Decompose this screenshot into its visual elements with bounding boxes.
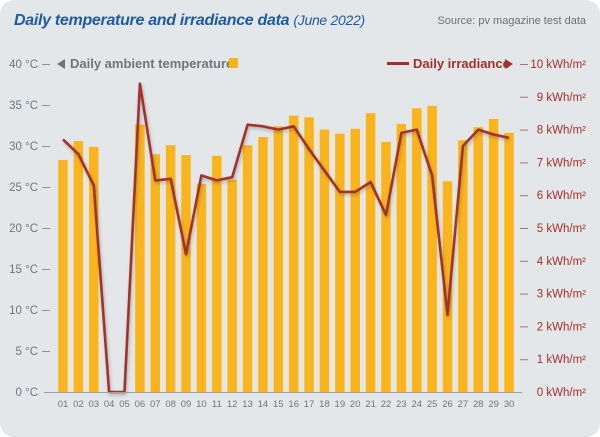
temperature-bar-24 — [411, 108, 422, 392]
x-axis-tick-label: 10 — [196, 399, 207, 410]
x-axis-tick-label: 04 — [104, 399, 115, 410]
temperature-bar-29 — [488, 118, 499, 392]
irradiance-line — [62, 82, 510, 394]
temperature-bar-28 — [473, 127, 484, 392]
x-axis-tick-label: 24 — [411, 399, 422, 410]
x-axis-tick-label: 05 — [119, 399, 130, 410]
x-axis: 01 02 03 04 05 06 07 08 09 10 11 12 13 14 15 16 17 18 19 20… — [44, 392, 522, 410]
chart-source: Source: pv magazine test data — [437, 15, 586, 27]
x-axis-tick-label: 28 — [473, 399, 484, 410]
right-axis-tick-label: 5 kWh/m² — [537, 223, 586, 235]
x-axis-tick-label: 19 — [335, 399, 346, 410]
temperature-bar-25 — [427, 105, 437, 392]
left-axis-tick-label: 10 °C — [9, 305, 38, 317]
temperature-bar-12 — [227, 179, 237, 392]
irradiance-line-layer — [62, 82, 510, 394]
x-axis-tick-label: 17 — [304, 399, 315, 410]
temperature-bar-27 — [458, 140, 468, 392]
x-axis-tick-label: 30 — [504, 399, 515, 410]
right-axis-tick-label: 10 kWh/m² — [530, 59, 586, 71]
x-axis-tick-label: 07 — [150, 399, 161, 410]
x-axis-tick-label: 02 — [73, 399, 84, 410]
chart-title-main: Daily temperature and irradiance data — [14, 12, 290, 29]
right-axis-tick-label: 7 kWh/m² — [537, 157, 586, 169]
left-axis-tick-label: 25 °C — [9, 182, 38, 194]
left-arrow-icon — [57, 59, 65, 69]
x-axis-tick-label: 12 — [227, 399, 238, 410]
x-axis-tick-label: 14 — [258, 399, 269, 410]
x-axis-tick-label: 20 — [350, 399, 361, 410]
x-axis-tick-label: 21 — [365, 399, 376, 410]
left-axis-tick-label: 35 °C — [9, 100, 38, 112]
temperature-bar-21 — [365, 113, 376, 392]
x-axis-tick-label: 22 — [381, 399, 392, 410]
temperature-bar-06 — [135, 124, 145, 393]
temperature-bar-22 — [381, 141, 391, 392]
x-axis-tick-label: 01 — [58, 399, 69, 410]
right-axis-tick-label: 4 kWh/m² — [537, 256, 586, 268]
x-axis-tick-label: 29 — [488, 399, 499, 410]
right-axis-tick-label: 1 kWh/m² — [537, 354, 586, 366]
x-axis-tick-label: 16 — [288, 399, 299, 410]
temperature-bar-10 — [196, 183, 207, 392]
temperature-bar-18 — [319, 129, 330, 392]
x-axis-tick-label: 13 — [242, 399, 253, 410]
temperature-bar-11 — [212, 155, 222, 392]
left-axis-tick-label: 5 °C — [16, 346, 39, 358]
temperature-bar-03 — [89, 146, 99, 392]
temperature-bar-15 — [273, 126, 284, 392]
temperature-bar-08 — [165, 145, 176, 392]
x-axis-tick-label: 27 — [458, 399, 469, 410]
chart-title: Daily temperature and irradiance data (J… — [14, 12, 365, 30]
right-axis-tick-label: 0 kWh/m² — [537, 387, 586, 399]
left-axis-tick-label: 30 °C — [9, 141, 38, 153]
legend: Daily ambient temperature Daily irradianc… — [57, 56, 513, 71]
left-axis-tick-label: 0 °C — [16, 387, 39, 399]
right-axis-tick-label: 3 kWh/m² — [537, 289, 586, 301]
x-axis-tick-label: 26 — [442, 399, 453, 410]
left-axis-tick-label: 40 °C — [9, 59, 38, 71]
temperature-bar-23 — [396, 123, 407, 393]
x-axis-tick-label: 25 — [427, 399, 438, 410]
temperature-bar-19 — [335, 133, 345, 392]
legend-temperature-swatch — [229, 58, 238, 68]
x-axis-tick-label: 18 — [319, 399, 330, 410]
right-axis: 0 kWh/m² 1 kWh/m² 2 kWh/m² 3 kWh/m² 4 kWh/m²… — [520, 59, 586, 399]
right-axis-tick-label: 2 kWh/m² — [537, 321, 586, 333]
temperature-bars — [58, 105, 514, 393]
temperature-bar-26 — [442, 181, 453, 392]
temperature-bar-13 — [242, 145, 253, 392]
temperature-bar-16 — [288, 115, 299, 392]
x-axis-tick-label: 15 — [273, 399, 284, 410]
legend-irradiance-label: Daily irradiance — [413, 56, 510, 71]
right-arrow-icon — [505, 59, 513, 69]
left-axis-tick-label: 20 °C — [9, 223, 38, 235]
legend-temperature-label: Daily ambient temperature — [70, 56, 233, 71]
temperature-bar-14 — [258, 136, 268, 392]
right-axis-tick-label: 8 kWh/m² — [537, 125, 586, 137]
x-axis-tick-label: 06 — [135, 399, 146, 410]
temperature-bar-20 — [350, 128, 360, 392]
left-axis-tick-label: 15 °C — [9, 264, 38, 276]
right-axis-tick-label: 6 kWh/m² — [537, 190, 586, 202]
right-axis-tick-label: 9 kWh/m² — [537, 92, 586, 104]
temperature-bar-17 — [304, 117, 314, 393]
temperature-bar-09 — [181, 155, 191, 392]
x-axis-tick-label: 23 — [396, 399, 407, 410]
temperature-bar-01 — [58, 159, 68, 392]
temperature-bar-07 — [150, 154, 161, 392]
x-axis-tick-label: 11 — [212, 399, 222, 410]
x-axis-tick-label: 08 — [165, 399, 176, 410]
chart-title-subtitle: (June 2022) — [293, 12, 365, 28]
x-axis-tick-label: 09 — [181, 399, 192, 410]
temperature-bar-02 — [73, 141, 84, 392]
left-axis: 0 °C 5 °C 10 °C 15 °C 20 °C 25 °C 30 °C 35 °C 40… — [9, 59, 50, 399]
temperature-bar-30 — [504, 132, 514, 392]
x-axis-tick-label: 03 — [88, 399, 99, 410]
